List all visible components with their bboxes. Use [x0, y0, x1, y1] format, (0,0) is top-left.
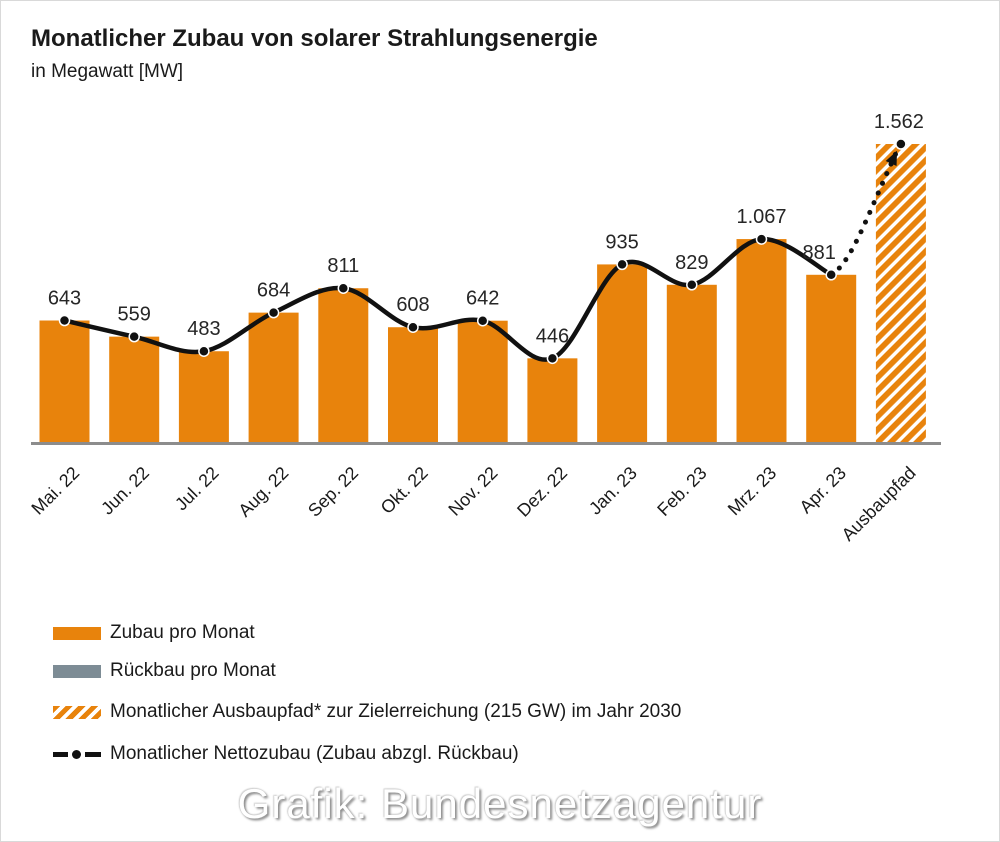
legend-item-zubau: Zubau pro Monat	[53, 622, 255, 643]
value-label: 559	[118, 304, 151, 326]
data-point	[895, 138, 907, 150]
bar	[318, 288, 369, 444]
value-label: 829	[675, 252, 708, 274]
bar	[109, 336, 160, 444]
bar	[248, 312, 299, 444]
value-label: 935	[605, 231, 638, 253]
data-point	[755, 233, 768, 245]
data-point	[546, 352, 559, 365]
legend-item-rueckbau: Rückbau pro Monat	[53, 660, 276, 681]
legend-swatch-ausbaupfad	[53, 705, 101, 719]
legend-label-zubau: Zubau pro Monat	[110, 622, 255, 643]
x-axis-label: Dez. 22	[513, 463, 571, 521]
bar	[388, 327, 438, 444]
x-axis-label: Feb. 23	[653, 463, 710, 520]
data-point	[128, 330, 140, 343]
x-axis-label: Mai. 22	[27, 463, 83, 519]
data-point	[198, 345, 210, 357]
x-axis-label: Okt. 22	[377, 463, 432, 518]
value-label: 1.067	[736, 206, 786, 228]
x-axis-label: Jul. 22	[171, 463, 223, 515]
data-point	[407, 321, 419, 333]
x-axis-label: Ausbaupfad	[838, 463, 920, 545]
value-label: 483	[187, 318, 220, 340]
value-label: 642	[466, 288, 499, 310]
legend-item-nettozubau: Monatlicher Nettozubau (Zubau abzgl. Rüc…	[53, 743, 519, 764]
x-axis-label: Nov. 22	[444, 463, 501, 520]
bar	[736, 239, 787, 444]
value-label: 881	[803, 242, 836, 264]
bar	[806, 274, 857, 444]
value-label: 811	[327, 255, 359, 277]
value-label: 446	[536, 325, 569, 347]
x-axis-label: Jun. 22	[97, 463, 153, 519]
legend-label-ausbaupfad: Monatlicher Ausbaupfad* zur Zielerreichu…	[110, 701, 682, 722]
caption-watermark: Grafik: Bundesnetzagentur	[237, 780, 763, 827]
value-label: 643	[48, 288, 81, 310]
data-point	[267, 306, 280, 319]
data-point	[337, 282, 350, 294]
bar	[527, 358, 578, 444]
x-axis-label: Aug. 22	[234, 463, 292, 521]
legend-swatch-zubau	[53, 626, 101, 640]
bar	[597, 264, 648, 444]
nettozubau-line-dotted	[828, 146, 901, 278]
x-axis-label: Jan. 23	[585, 463, 641, 519]
x-axis-label: Mrz. 23	[724, 463, 781, 520]
bar	[457, 320, 508, 444]
arrowhead-icon	[885, 150, 898, 167]
bar	[666, 284, 717, 444]
value-label: 684	[257, 280, 290, 302]
hatched-bar	[875, 144, 926, 444]
legend-swatch-rueckbau	[53, 664, 101, 678]
bar	[39, 320, 90, 444]
x-axis-label: Apr. 23	[796, 463, 850, 517]
data-point	[616, 258, 628, 271]
data-point	[476, 314, 489, 327]
x-axis-label: Sep. 22	[304, 463, 362, 521]
legend-swatch-nettozubau-line-icon	[53, 749, 101, 759]
legend-label-nettozubau: Monatlicher Nettozubau (Zubau abzgl. Rüc…	[110, 743, 519, 764]
data-point	[686, 279, 698, 291]
legend-label-rueckbau: Rückbau pro Monat	[110, 660, 276, 681]
legend-item-ausbaupfad: Monatlicher Ausbaupfad* zur Zielerreichu…	[53, 701, 682, 722]
chart-subtitle: in Megawatt [MW]	[31, 61, 184, 82]
chart-title: Monatlicher Zubau von solarer Strahlungs…	[31, 25, 598, 52]
value-label: 608	[396, 294, 429, 316]
bar	[178, 351, 229, 444]
data-point	[58, 314, 71, 327]
value-label: 1.562	[874, 111, 924, 133]
chart-canvas: 643 559 483 684 811 608 642 446 935 829 1.067 881 1.…	[27, 111, 941, 545]
data-point	[825, 269, 837, 281]
